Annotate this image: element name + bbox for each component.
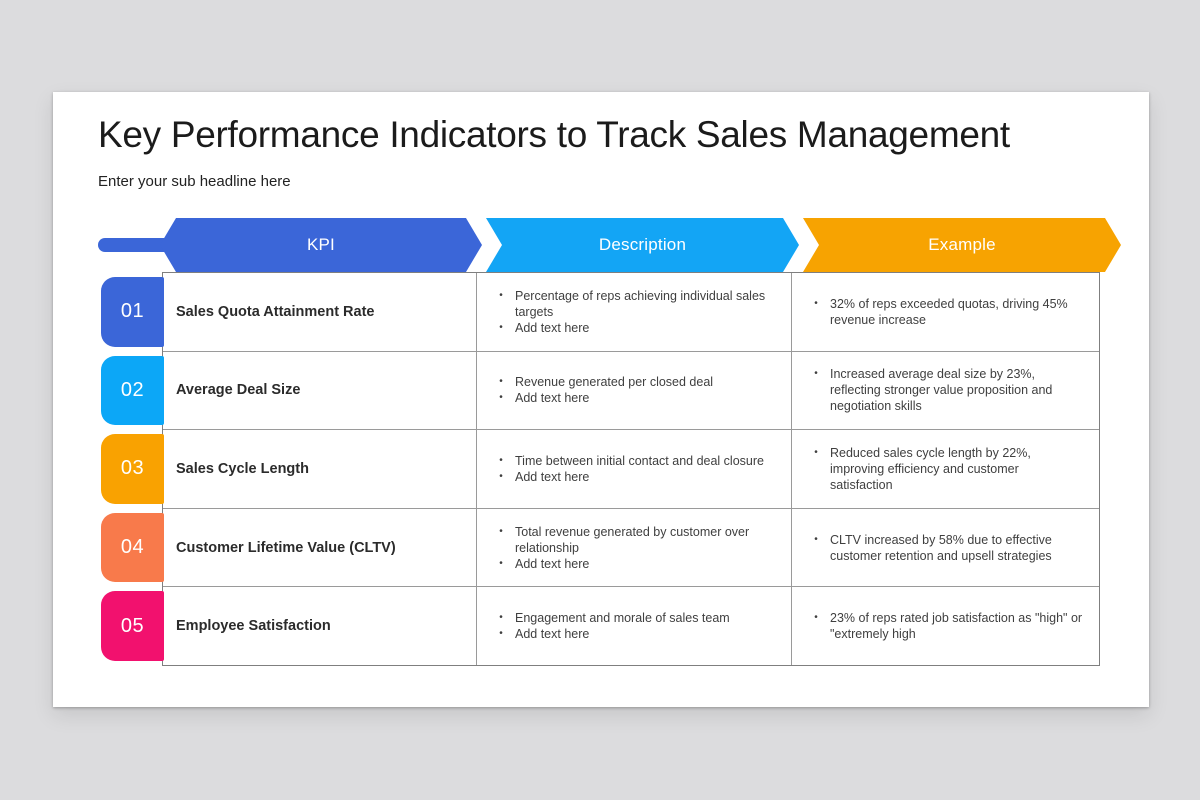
description-cell: • Revenue generated per closed deal • Add t… xyxy=(477,351,792,430)
description-cell: • Engagement and morale of sales team • Add… xyxy=(477,587,792,665)
bullet-text: Add text here xyxy=(515,469,590,484)
kpi-name: Sales Quota Attainment Rate xyxy=(176,303,375,320)
bullet-icon: • xyxy=(499,525,503,537)
table-row: 02 Average Deal Size • Revenue generated pe… xyxy=(101,351,1099,431)
bullet-icon: • xyxy=(499,612,503,624)
description-cell: • Total revenue generated by customer ove… xyxy=(477,508,792,587)
example-cell: • 23% of reps rated job satisfaction as "… xyxy=(792,587,1099,665)
description-cell: • Percentage of reps achieving individual… xyxy=(477,273,792,351)
bullet-line: • Percentage of reps achieving individual… xyxy=(487,288,777,320)
kpi-name: Sales Cycle Length xyxy=(176,460,309,477)
bullet-text: Total revenue generated by customer over… xyxy=(515,524,750,555)
kpi-table: 01 Sales Quota Attainment Rate • Percentage… xyxy=(101,272,1100,666)
bullet-icon: • xyxy=(499,376,503,388)
kpi-name: Employee Satisfaction xyxy=(176,618,331,635)
bullet-line: • 23% of reps rated job satisfaction as "… xyxy=(802,610,1087,642)
bullet-line: • Add text here xyxy=(487,556,777,572)
slide-card: Key Performance Indicators to Track Sale… xyxy=(53,92,1149,707)
kpi-name-cell: Customer Lifetime Value (CLTV) xyxy=(163,508,477,587)
kpi-name: Average Deal Size xyxy=(176,382,301,399)
row-number-badge: 01 xyxy=(101,277,164,347)
kpi-name: Customer Lifetime Value (CLTV) xyxy=(176,539,396,556)
bullet-icon: • xyxy=(499,557,503,569)
table-row: 04 Customer Lifetime Value (CLTV) • Total r… xyxy=(101,508,1099,588)
example-cell: • Reduced sales cycle length by 22%, impr… xyxy=(792,430,1099,508)
bullet-text: 32% of reps exceeded quotas, driving 45%… xyxy=(830,296,1068,327)
example-cell: • 32% of reps exceeded quotas, driving 45… xyxy=(792,273,1099,351)
page-title: Key Performance Indicators to Track Sale… xyxy=(98,114,1010,155)
bullet-icon: • xyxy=(499,628,503,640)
bullet-line: • Add text here xyxy=(487,320,777,336)
bullet-text: Reduced sales cycle length by 22%, impro… xyxy=(830,445,1031,492)
bullet-line: • Time between initial contact and deal c… xyxy=(487,453,777,469)
bullet-icon: • xyxy=(814,612,818,624)
row-number-badge: 02 xyxy=(101,355,164,426)
bullet-line: • Add text here xyxy=(487,469,777,485)
table-row: 03 Sales Cycle Length • Time between initia… xyxy=(101,430,1099,509)
bullet-icon: • xyxy=(499,470,503,482)
table-row: 01 Sales Quota Attainment Rate • Percentage… xyxy=(101,273,1099,352)
page-subtitle: Enter your sub headline here xyxy=(98,173,291,190)
column-header-label: Example xyxy=(928,235,996,254)
kpi-name-cell: Sales Quota Attainment Rate xyxy=(163,273,477,351)
description-cell: • Time between initial contact and deal c… xyxy=(477,430,792,508)
column-header-banner-example: Example xyxy=(803,218,1121,272)
example-cell: • Increased average deal size by 23%, ref… xyxy=(792,351,1099,430)
column-header-label: Description xyxy=(598,235,687,254)
bullet-line: • Engagement and morale of sales team xyxy=(487,610,777,626)
bullet-text: Add text here xyxy=(515,320,590,335)
bullet-icon: • xyxy=(499,392,503,404)
bullet-text: Add text here xyxy=(515,391,590,406)
row-number-badge: 05 xyxy=(101,591,164,661)
bullet-text: 23% of reps rated job satisfaction as "h… xyxy=(830,611,1083,642)
bullet-line: • Revenue generated per closed deal xyxy=(487,374,777,390)
bullet-icon: • xyxy=(814,368,818,380)
kpi-name-cell: Sales Cycle Length xyxy=(163,430,477,508)
bullet-line: • Add text here xyxy=(487,390,777,406)
bullet-line: • Total revenue generated by customer ove… xyxy=(487,524,777,556)
column-header-banner-kpi: KPI xyxy=(160,218,482,272)
bullet-text: Increased average deal size by 23%, refl… xyxy=(830,367,1053,414)
bullet-text: Add text here xyxy=(515,556,590,571)
bullet-line: • Add text here xyxy=(487,626,777,642)
example-cell: • CLTV increased by 58% due to effective … xyxy=(792,508,1099,587)
bullet-line: • CLTV increased by 58% due to effective … xyxy=(802,532,1087,564)
column-header-banner-description: Description xyxy=(486,218,799,272)
bullet-icon: • xyxy=(499,454,503,466)
bullet-line: • Reduced sales cycle length by 22%, impr… xyxy=(802,445,1087,493)
kpi-arrow-tail xyxy=(98,238,176,252)
bullet-text: Percentage of reps achieving individual … xyxy=(515,288,766,319)
table-row: 05 Employee Satisfaction • Engagement and m… xyxy=(101,587,1099,665)
kpi-name-cell: Average Deal Size xyxy=(163,351,477,430)
bullet-icon: • xyxy=(499,321,503,333)
bullet-icon: • xyxy=(814,297,818,309)
bullet-line: • Increased average deal size by 23%, ref… xyxy=(802,366,1087,414)
bullet-text: Engagement and morale of sales team xyxy=(515,611,730,626)
row-number-badge: 04 xyxy=(101,512,164,583)
bullet-icon: • xyxy=(814,446,818,458)
row-number-badge: 03 xyxy=(101,434,164,504)
bullet-text: Add text here xyxy=(515,627,590,642)
kpi-name-cell: Employee Satisfaction xyxy=(163,587,477,665)
bullet-text: CLTV increased by 58% due to effective c… xyxy=(830,532,1052,563)
column-header-label: KPI xyxy=(306,235,335,254)
bullet-text: Revenue generated per closed deal xyxy=(515,375,714,390)
bullet-icon: • xyxy=(499,289,503,301)
bullet-line: • 32% of reps exceeded quotas, driving 45… xyxy=(802,296,1087,328)
column-header-row: KPI Description Example xyxy=(53,218,1149,272)
bullet-text: Time between initial contact and deal cl… xyxy=(515,453,764,468)
bullet-icon: • xyxy=(814,533,818,545)
